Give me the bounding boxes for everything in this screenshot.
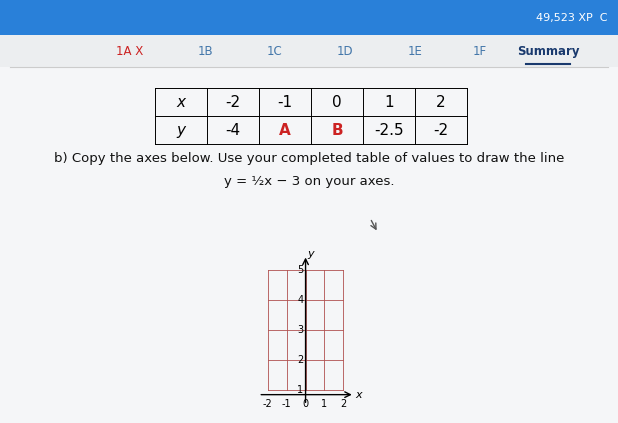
Text: A: A — [279, 123, 291, 137]
Text: y = ½x − 3 on your axes.: y = ½x − 3 on your axes. — [224, 175, 394, 187]
Text: 1D: 1D — [337, 44, 353, 58]
Text: 2: 2 — [297, 355, 303, 365]
Text: -4: -4 — [226, 123, 240, 137]
Text: 0: 0 — [302, 398, 308, 409]
Text: 1: 1 — [384, 94, 394, 110]
Bar — [0, 35, 618, 67]
Text: -1: -1 — [277, 94, 292, 110]
Bar — [0, 0, 618, 35]
Text: y: y — [307, 249, 314, 259]
Text: 1C: 1C — [267, 44, 283, 58]
Text: 1: 1 — [297, 385, 303, 395]
Text: b) Copy the axes below. Use your completed table of values to draw the line: b) Copy the axes below. Use your complet… — [54, 151, 564, 165]
Text: 3: 3 — [297, 325, 303, 335]
Text: 1F: 1F — [473, 44, 487, 58]
Text: 1E: 1E — [407, 44, 423, 58]
Text: Summary: Summary — [517, 44, 579, 58]
Text: -1: -1 — [282, 398, 292, 409]
Text: x: x — [177, 94, 185, 110]
Text: 2: 2 — [340, 398, 347, 409]
Text: -2: -2 — [433, 123, 449, 137]
Text: -2.5: -2.5 — [374, 123, 404, 137]
Text: -2: -2 — [263, 398, 273, 409]
Text: 1A X: 1A X — [116, 44, 143, 58]
Text: 49,523 XP  C: 49,523 XP C — [536, 13, 608, 22]
Text: 2: 2 — [436, 94, 446, 110]
Text: B: B — [331, 123, 343, 137]
Text: -2: -2 — [226, 94, 240, 110]
Text: 5: 5 — [297, 265, 303, 275]
Text: x: x — [355, 390, 362, 400]
Text: 0: 0 — [332, 94, 342, 110]
Text: 1B: 1B — [197, 44, 213, 58]
Text: 1: 1 — [321, 398, 328, 409]
Text: 4: 4 — [297, 295, 303, 305]
Text: y: y — [177, 123, 185, 137]
